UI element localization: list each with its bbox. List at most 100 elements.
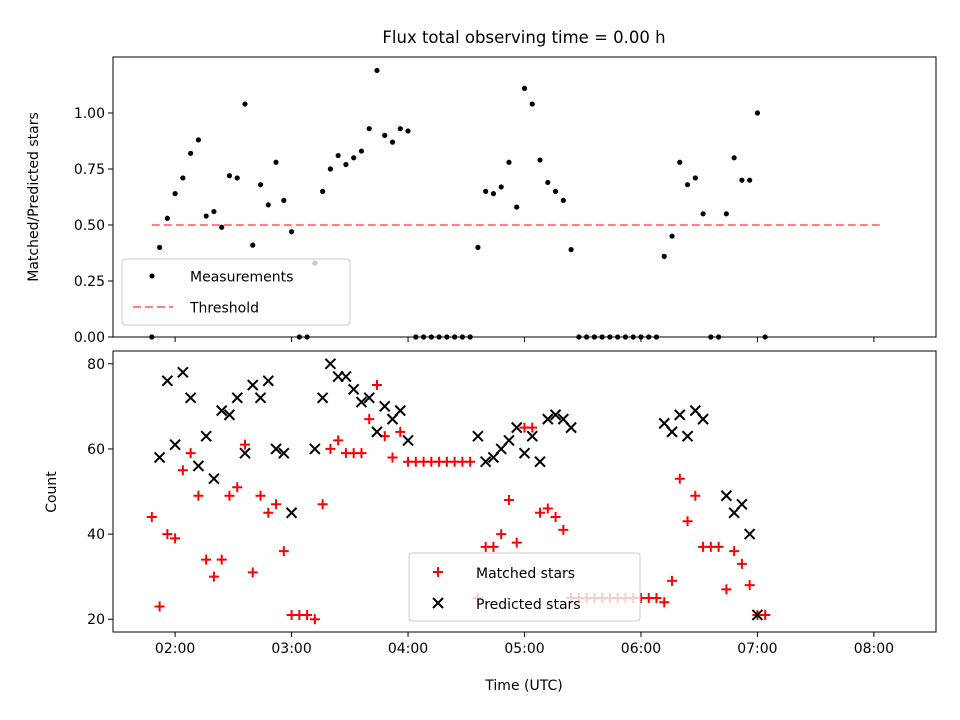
predicted-stars-point — [239, 447, 251, 459]
predicted-stars-point — [666, 426, 678, 438]
predicted-stars-point — [479, 455, 492, 468]
measurement-point — [389, 139, 396, 145]
bottom-legend: Matched stars Predicted stars — [408, 552, 641, 622]
measurement-point — [731, 155, 737, 161]
predicted-stars-point — [526, 430, 538, 442]
x-tick-label: 05:00 — [504, 641, 544, 657]
top-y-axis-label: Matched/Predicted stars — [26, 112, 42, 282]
predicted-stars-point — [472, 430, 484, 442]
predicted-stars-point — [340, 370, 352, 383]
matched-stars-point — [232, 482, 243, 493]
matched-stars-point — [721, 584, 732, 595]
measurement-point — [265, 202, 271, 208]
measurement-point — [195, 137, 202, 143]
matched-stars-point — [216, 554, 227, 565]
measurement-point — [257, 182, 264, 188]
matched-stars-point — [170, 533, 181, 544]
measurement-point — [382, 132, 388, 138]
measurement-point — [188, 150, 194, 156]
bottom-y-axis-label: Count — [44, 471, 60, 513]
legend-predicted-label: Predicted stars — [476, 597, 581, 613]
predicted-stars-point — [549, 409, 562, 421]
bottom-panel: 02:00 03:00 04:00 05:00 06:00 07:00 08:00 20 40 6… — [44, 350, 937, 694]
measurement-point — [366, 126, 372, 132]
matched-stars-point — [527, 422, 538, 433]
predicted-stars-point — [208, 473, 220, 485]
predicted-stars-point — [511, 421, 523, 434]
predicted-stars-point — [681, 430, 694, 442]
predicted-stars-point — [720, 490, 733, 502]
matched-stars-point — [503, 495, 514, 506]
matched-stars-point — [146, 512, 157, 523]
y-tick-label: 1.00 — [74, 106, 105, 122]
measurement-point — [351, 155, 357, 161]
legend-measurements-label: Measurements — [190, 270, 293, 286]
matched-stars-point — [193, 490, 204, 501]
y-tick-label: 0.25 — [74, 274, 105, 290]
matched-stars-point — [271, 499, 282, 510]
predicted-stars-point — [153, 451, 166, 464]
measurement-point — [537, 157, 543, 163]
predicted-stars-point — [379, 400, 391, 413]
y-tick-label: 0.00 — [74, 330, 105, 346]
matched-stars-point — [201, 554, 212, 565]
measurement-point — [288, 229, 295, 235]
measurement-point — [754, 110, 761, 116]
legend-predicted-marker — [432, 597, 444, 609]
measurement-point — [661, 253, 667, 259]
measurement-point — [669, 233, 675, 239]
matched-stars-point — [333, 435, 344, 446]
measurement-point — [327, 166, 333, 172]
predicted-stars-point — [231, 392, 243, 404]
y-tick-label: 20 — [87, 612, 105, 628]
predicted-stars-point — [363, 392, 375, 404]
legend-threshold-label: Threshold — [189, 301, 259, 317]
x-tick-label: 03:00 — [271, 641, 311, 657]
matched-stars-point — [674, 473, 685, 484]
matched-stars-point — [558, 524, 569, 535]
matched-stars-point — [177, 465, 188, 476]
measurement-point — [320, 188, 326, 194]
matched-stars-point — [511, 537, 522, 548]
measurement-point — [692, 175, 698, 181]
measurement-point — [358, 148, 365, 154]
measurement-point — [521, 85, 528, 91]
matched-stars-point — [488, 541, 499, 552]
measurement-point — [747, 177, 753, 183]
predicted-stars-point — [402, 434, 414, 447]
measurement-point — [242, 101, 248, 107]
top-panel: Flux total observing time = 0.00 h 0.00 0… — [26, 28, 937, 346]
legend-matched-label: Matched stars — [476, 566, 575, 582]
measurement-point — [397, 126, 403, 132]
matched-stars-point — [667, 575, 678, 586]
measurement-point — [475, 244, 481, 250]
measurement-point — [684, 182, 691, 188]
matched-stars-point — [239, 439, 250, 450]
x-tick-label: 08:00 — [854, 641, 894, 657]
matched-stars-point — [278, 546, 289, 557]
matched-stars-point — [651, 592, 662, 603]
predicted-stars-point — [278, 447, 290, 459]
matched-stars-point — [325, 443, 336, 454]
matched-stars-point — [736, 558, 747, 569]
top-plot-marks — [149, 67, 882, 340]
measurement-point — [560, 197, 566, 203]
measurement-point — [545, 179, 551, 186]
measurement-point — [483, 188, 489, 194]
matched-stars-point — [690, 490, 701, 501]
predicted-stars-point — [161, 375, 174, 387]
matched-stars-point — [729, 546, 740, 557]
x-axis-label: Time (UTC) — [484, 678, 562, 694]
predicted-stars-point — [347, 383, 360, 396]
matched-stars-point — [542, 503, 553, 514]
measurement-point — [250, 242, 256, 248]
y-tick-label: 60 — [87, 442, 105, 458]
measurement-point — [514, 204, 520, 210]
matched-stars-point — [465, 456, 476, 467]
predicted-stars-point — [565, 421, 577, 434]
predicted-stars-point — [169, 438, 181, 451]
matched-stars-point — [154, 601, 165, 612]
x-tick-label: 07:00 — [737, 641, 777, 657]
matched-stars-point — [550, 512, 561, 523]
